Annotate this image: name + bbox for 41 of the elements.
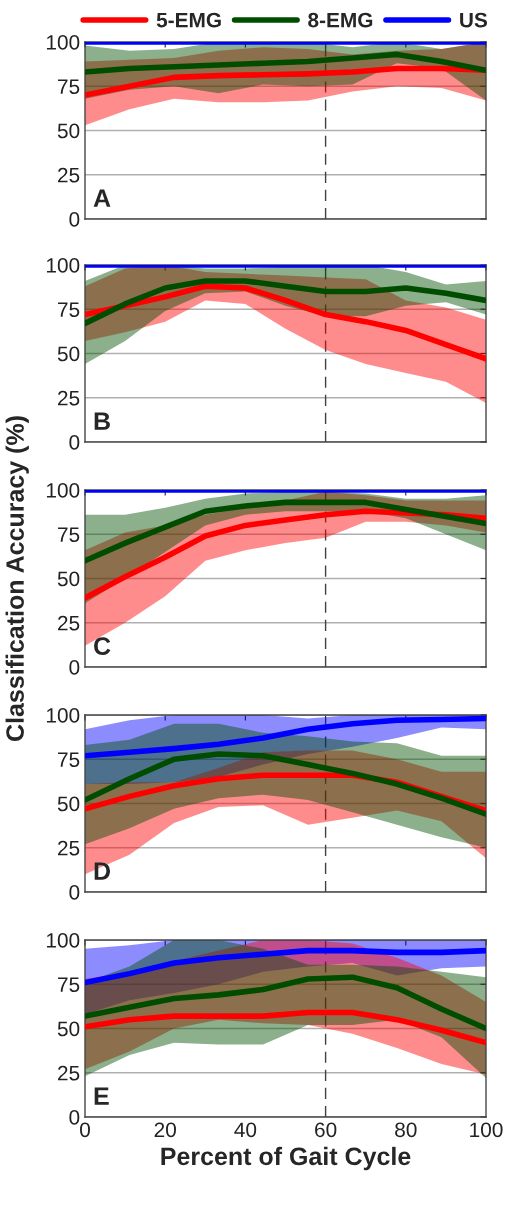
y-tick-label: 100 (46, 933, 80, 948)
y-tick-label: 75 (58, 79, 80, 94)
y-tick-label: 25 (58, 390, 80, 406)
x-tick-label: 20 (154, 1122, 176, 1138)
x-tick-label: 80 (395, 1122, 417, 1138)
annotation: B (94, 412, 110, 430)
x-tick-label: 40 (234, 1122, 257, 1138)
y-tick-label: 50 (57, 346, 80, 362)
legend-label: 8-EMG (308, 12, 373, 28)
y-axis-title: Classification Accuracy (%) (5, 416, 29, 741)
x-tick-label: 60 (315, 1122, 337, 1138)
y-tick-label: 25 (58, 840, 80, 856)
y-tick-label: 75 (58, 302, 80, 317)
legend-label: 5-EMG (156, 12, 221, 28)
annotation: C (94, 637, 111, 655)
y-tick-label: 0 (69, 212, 80, 227)
y-tick-label: 75 (58, 527, 80, 542)
x-axis-title: Percent of Gait Cycle (161, 1146, 411, 1171)
y-tick-label: 50 (57, 1021, 80, 1037)
y-tick-label: 50 (57, 796, 80, 812)
annotation: A (93, 189, 111, 207)
y-tick-label: 25 (58, 167, 80, 183)
y-tick-label: 75 (58, 977, 80, 992)
y-tick-label: 100 (46, 483, 80, 498)
y-tick-label: 0 (69, 660, 80, 675)
y-tick-label: 25 (58, 615, 80, 631)
annotation: E (94, 1087, 109, 1105)
y-tick-label: 25 (58, 1065, 80, 1081)
y-tick-label: 100 (46, 35, 80, 50)
y-tick-label: 0 (69, 435, 80, 450)
y-tick-label: 0 (69, 885, 80, 900)
annotation: D (94, 862, 111, 880)
y-tick-label: 75 (58, 752, 80, 767)
legend-label: US (460, 12, 488, 28)
y-tick-label: 100 (46, 708, 80, 723)
y-tick-label: 0 (69, 1110, 80, 1125)
y-tick-label: 50 (57, 571, 80, 587)
x-tick-label: 0 (80, 1122, 90, 1138)
x-tick-label: 100 (470, 1122, 503, 1138)
y-tick-label: 100 (46, 258, 80, 273)
y-tick-label: 50 (57, 123, 80, 139)
